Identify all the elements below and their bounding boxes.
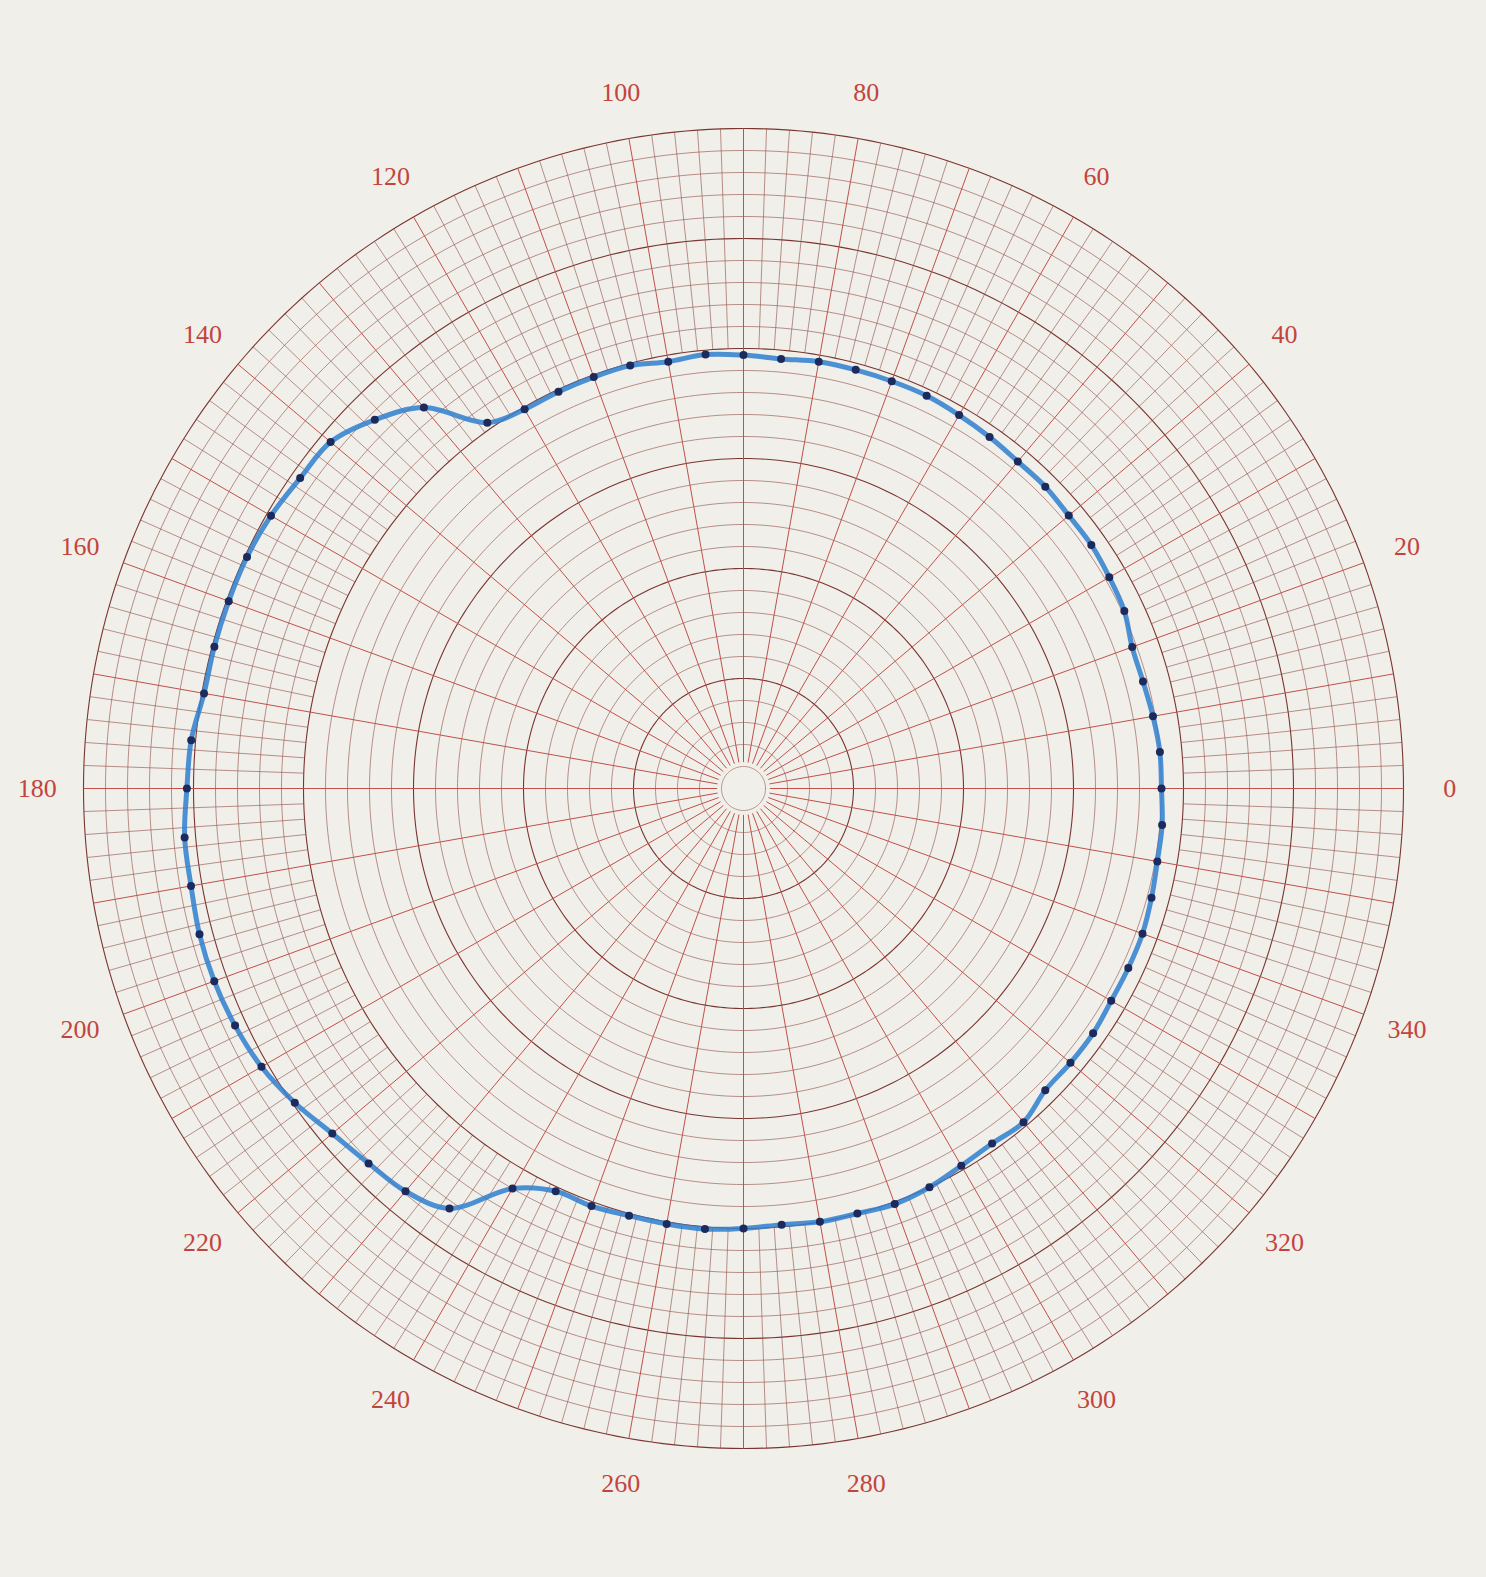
svg-text:340: 340 xyxy=(1388,1015,1427,1044)
svg-text:280: 280 xyxy=(847,1469,886,1498)
svg-text:40: 40 xyxy=(1271,320,1297,349)
svg-text:320: 320 xyxy=(1265,1228,1304,1257)
svg-text:260: 260 xyxy=(601,1469,640,1498)
svg-text:300: 300 xyxy=(1077,1385,1116,1414)
svg-text:20: 20 xyxy=(1394,532,1420,561)
svg-text:80: 80 xyxy=(853,78,879,107)
svg-text:160: 160 xyxy=(60,532,99,561)
svg-text:140: 140 xyxy=(183,320,222,349)
svg-text:180: 180 xyxy=(18,774,57,803)
svg-text:0: 0 xyxy=(1443,774,1456,803)
svg-text:240: 240 xyxy=(371,1385,410,1414)
svg-text:220: 220 xyxy=(183,1228,222,1257)
svg-text:60: 60 xyxy=(1084,162,1110,191)
svg-text:120: 120 xyxy=(371,162,410,191)
svg-text:100: 100 xyxy=(601,78,640,107)
svg-text:200: 200 xyxy=(60,1015,99,1044)
